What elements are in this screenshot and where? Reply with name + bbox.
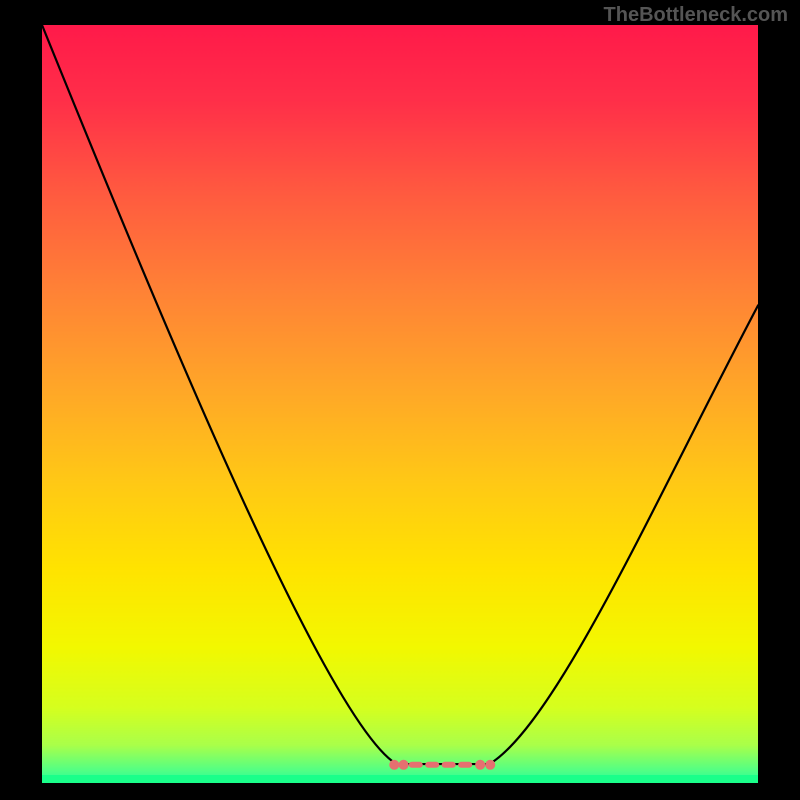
bottom-green-bar bbox=[42, 775, 758, 783]
plot-area bbox=[42, 25, 758, 783]
chart-root: TheBottleneck.com bbox=[0, 0, 800, 800]
watermark-text: TheBottleneck.com bbox=[604, 4, 788, 27]
gradient-background bbox=[42, 25, 758, 783]
